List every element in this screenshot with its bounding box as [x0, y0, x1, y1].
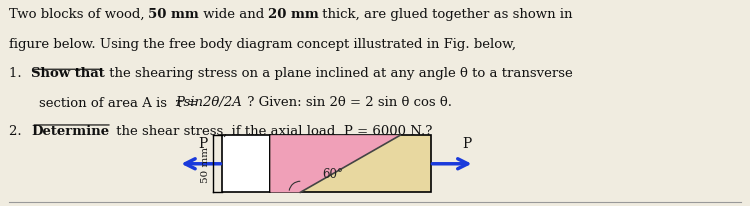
Text: the shear stress, if the axial load  P = 6000 N.?: the shear stress, if the axial load P = …: [112, 124, 432, 137]
Text: 50 mm: 50 mm: [201, 146, 210, 182]
Polygon shape: [271, 136, 400, 192]
Text: thick, are glued together as shown in: thick, are glued together as shown in: [319, 7, 573, 20]
Text: 20 mm: 20 mm: [268, 7, 319, 20]
Text: section of area A is  τ =: section of area A is τ =: [39, 96, 198, 109]
Bar: [222, 136, 271, 192]
Text: P: P: [462, 137, 472, 151]
Text: P: P: [199, 137, 208, 151]
Text: 2.: 2.: [9, 124, 30, 137]
Text: Show that: Show that: [32, 66, 105, 79]
Text: figure below. Using the free body diagram concept illustrated in Fig. below,: figure below. Using the free body diagra…: [9, 38, 516, 51]
Text: 50 mm: 50 mm: [148, 7, 199, 20]
Text: ? Given: sin 2θ = 2 sin θ cos θ.: ? Given: sin 2θ = 2 sin θ cos θ.: [243, 96, 452, 109]
Text: 1.: 1.: [9, 66, 30, 79]
Text: Determine: Determine: [32, 124, 109, 137]
Text: Psin2θ/2A: Psin2θ/2A: [175, 96, 242, 109]
Text: the shearing stress on a plane inclined at any angle θ to a transverse: the shearing stress on a plane inclined …: [104, 66, 572, 79]
Bar: [271, 136, 431, 192]
Text: wide and: wide and: [199, 7, 268, 20]
Text: 60°: 60°: [322, 168, 344, 181]
Text: Two blocks of wood,: Two blocks of wood,: [9, 7, 148, 20]
